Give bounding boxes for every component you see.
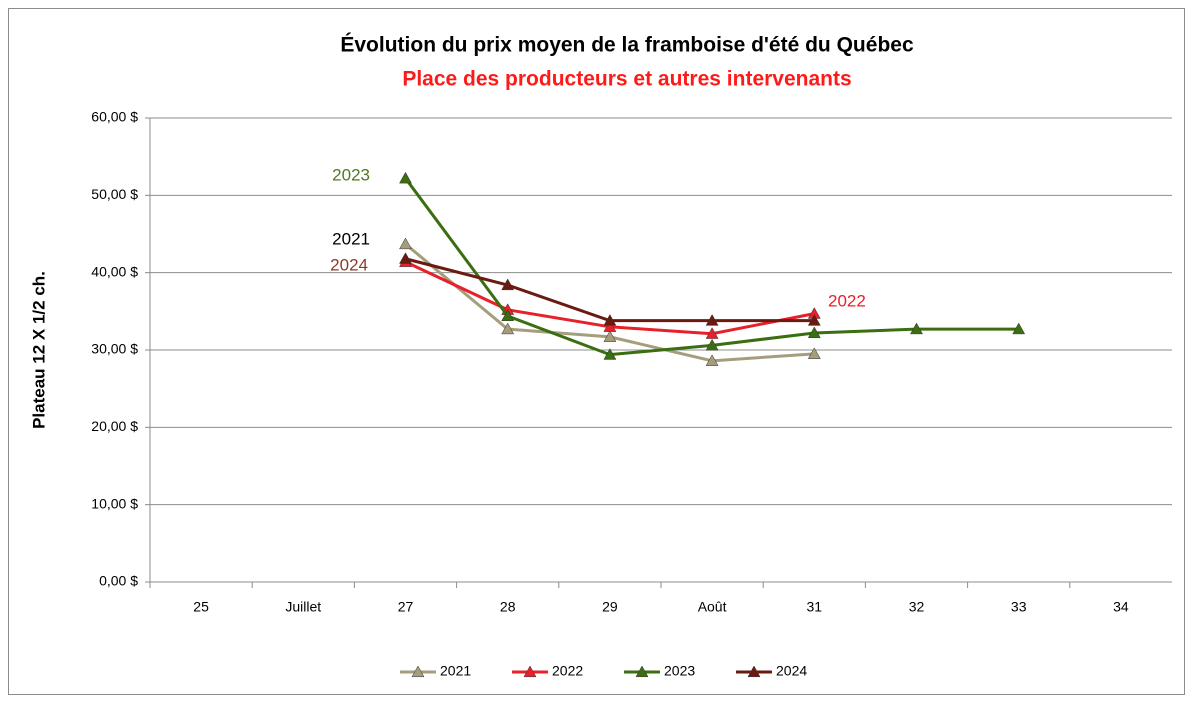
y-tick-label: 40,00 $ xyxy=(91,263,138,279)
chart-title: Évolution du prix moyen de la framboise … xyxy=(340,34,914,57)
legend-label: 2021 xyxy=(440,663,471,679)
x-tick-label: 27 xyxy=(398,599,414,615)
point-marker xyxy=(603,314,617,326)
y-tick-label: 50,00 $ xyxy=(91,186,138,202)
legend-label: 2023 xyxy=(664,663,695,679)
annotation: 2023 xyxy=(332,165,370,184)
point-marker xyxy=(603,330,617,342)
point-marker xyxy=(910,322,923,335)
x-tick-label: Août xyxy=(698,599,727,615)
point-marker xyxy=(705,338,719,351)
x-tick-label: 34 xyxy=(1113,599,1129,615)
legend-label: 2024 xyxy=(776,663,807,679)
y-tick-label: 0,00 $ xyxy=(99,573,138,589)
x-tick-label: Juillet xyxy=(285,599,321,615)
x-tick-label: 32 xyxy=(909,599,925,615)
point-marker xyxy=(807,314,821,326)
y-tick-label: 20,00 $ xyxy=(91,418,138,434)
legend-marker xyxy=(747,665,761,678)
y-axis-label: Plateau 12 X 1/2 ch. xyxy=(29,271,48,429)
point-marker xyxy=(705,354,719,366)
point-marker xyxy=(399,252,412,264)
annotation: 2024 xyxy=(330,255,368,274)
legend-label: 2022 xyxy=(552,663,583,679)
legend-marker xyxy=(523,665,537,678)
point-marker xyxy=(807,326,821,339)
annotation: 2021 xyxy=(332,229,370,248)
x-tick-label: 33 xyxy=(1011,599,1027,615)
point-marker xyxy=(603,320,617,332)
y-tick-label: 60,00 $ xyxy=(91,109,138,125)
chart-border xyxy=(8,8,1185,695)
y-tick-label: 10,00 $ xyxy=(91,495,138,511)
x-tick-label: 25 xyxy=(193,599,209,615)
point-marker xyxy=(501,278,515,291)
point-marker xyxy=(807,347,821,359)
legend-marker xyxy=(635,665,649,678)
point-marker xyxy=(501,309,515,322)
point-marker xyxy=(399,171,412,184)
y-tick-label: 30,00 $ xyxy=(91,341,138,357)
point-marker xyxy=(1012,322,1026,335)
legend-marker xyxy=(411,665,425,678)
point-marker xyxy=(399,237,412,250)
point-marker xyxy=(501,322,515,335)
x-tick-label: 31 xyxy=(807,599,823,615)
point-marker xyxy=(705,314,719,326)
annotation: 2022 xyxy=(828,291,866,310)
point-marker xyxy=(603,348,617,360)
x-tick-label: 28 xyxy=(500,599,516,615)
chart-subtitle: Place des producteurs et autres interven… xyxy=(402,68,851,91)
x-tick-label: 29 xyxy=(602,599,618,615)
point-marker xyxy=(705,327,719,339)
